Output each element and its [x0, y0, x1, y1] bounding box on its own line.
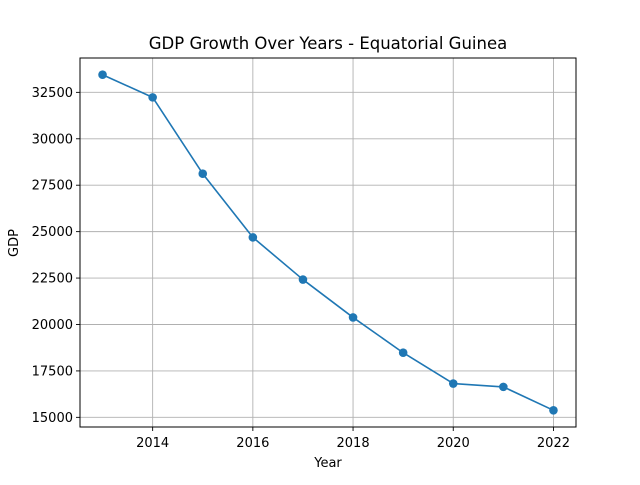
data-point: [248, 233, 258, 242]
y-tick-label: 32500: [32, 86, 73, 101]
series-line: [102, 73, 554, 412]
data-point: [198, 169, 208, 178]
y-tick-label: 15000: [32, 411, 73, 426]
data-point: [98, 70, 107, 80]
y-tick-label: 20000: [32, 318, 73, 333]
grid: [80, 58, 576, 427]
x-tick-label: 2020: [437, 436, 470, 451]
x-tick-label: 2014: [136, 436, 169, 451]
axis-ticks: 2014 2016 2018 2020 2022 15000 17500 20000 22500…: [32, 86, 570, 451]
data-point: [549, 405, 558, 415]
y-tick-label: 30000: [32, 132, 73, 147]
data-point: [499, 382, 508, 392]
x-tick-label: 2018: [337, 436, 370, 451]
y-tick-label: 27500: [32, 179, 73, 194]
chart-title: GDP Growth Over Years - Equatorial Guine…: [149, 34, 507, 53]
x-tick-label: 2022: [537, 436, 570, 451]
data-point: [148, 93, 157, 102]
y-tick-label: 25000: [32, 225, 73, 240]
x-axis-label: Year: [313, 456, 342, 471]
x-tick-label: 2016: [236, 436, 269, 451]
data-point: [448, 379, 458, 388]
series-layer: [98, 70, 558, 415]
data-point: [398, 348, 408, 358]
y-tick-label: 17500: [32, 364, 73, 379]
axes-frame: [79, 57, 577, 428]
y-tick-label: 22500: [32, 272, 73, 287]
y-axis-label: GDP: [7, 229, 22, 257]
data-point: [348, 313, 358, 322]
data-point: [298, 275, 308, 284]
